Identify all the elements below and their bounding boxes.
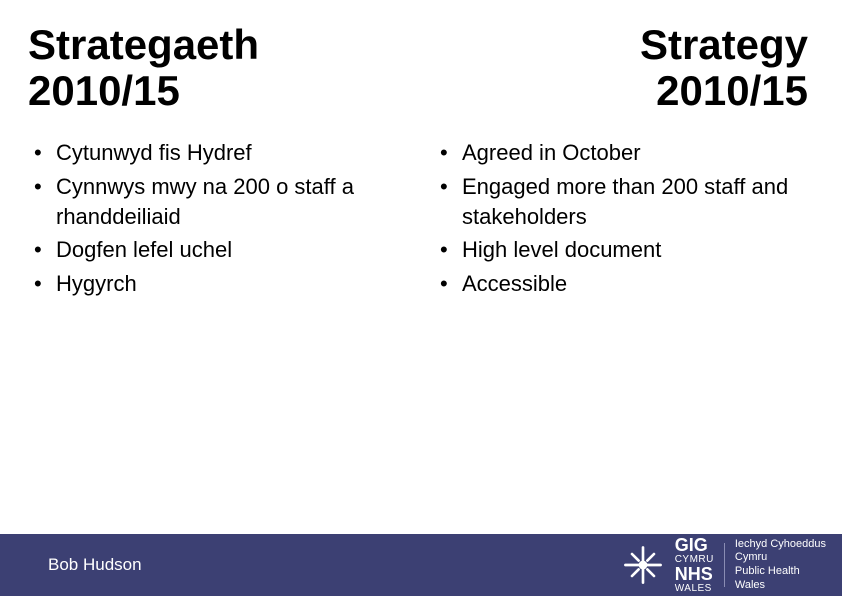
list-item-text: Dogfen lefel uchel [56,237,232,262]
title-english: Strategy 2010/15 [434,22,812,114]
list-item-text: Accessible [462,271,567,296]
list-item: Dogfen lefel uchel [28,235,406,265]
list-item: High level document [434,235,812,265]
presenter-name: Bob Hudson [48,555,142,575]
logo-text: GIG CYMRU NHS WALES Iechyd Cyhoeddus Cym… [675,536,826,595]
list-item-text: Hygyrch [56,271,137,296]
bullets-welsh: Cytunwyd fis Hydref Cynnwys mwy na 200 o… [28,138,406,298]
list-item-text: Cynnwys mwy na 200 o staff a rhanddeilia… [56,174,354,229]
logo-line3: Public Health [735,565,826,579]
left-column: Strategaeth 2010/15 Cytunwyd fis Hydref … [28,22,416,303]
right-column: Strategy 2010/15 Agreed in October Engag… [416,22,822,303]
slide: Strategaeth 2010/15 Cytunwyd fis Hydref … [0,0,842,596]
logo-line2: Cymru [735,551,826,565]
logo-divider [724,543,725,587]
logo-gig: GIG [675,536,714,555]
list-item: Cynnwys mwy na 200 o staff a rhanddeilia… [28,172,406,231]
title-welsh-line1: Strategaeth [28,21,259,68]
list-item: Hygyrch [28,269,406,299]
title-welsh: Strategaeth 2010/15 [28,22,406,114]
logo-nhs: NHS [675,565,714,584]
logo-wales: WALES [675,584,714,595]
list-item: Agreed in October [434,138,812,168]
nhs-wales-logo: GIG CYMRU NHS WALES Iechyd Cyhoeddus Cym… [621,534,826,596]
title-english-line1: Strategy [640,21,808,68]
list-item: Accessible [434,269,812,299]
logo-text-col1: GIG CYMRU NHS WALES [675,536,714,595]
title-english-line2: 2010/15 [656,67,808,114]
list-item: Cytunwyd fis Hydref [28,138,406,168]
logo-text-col2: Iechyd Cyhoeddus Cymru Public Health Wal… [735,538,826,593]
list-item: Engaged more than 200 staff and stakehol… [434,172,812,231]
list-item-text: Engaged more than 200 staff and stakehol… [462,174,788,229]
list-item-text: High level document [462,237,661,262]
content-columns: Strategaeth 2010/15 Cytunwyd fis Hydref … [0,0,842,303]
nhs-logo-icon [621,543,665,587]
logo-line4: Wales [735,579,826,593]
footer-bar: Bob Hudson GIG CYMRU NHS WALES Iechy [0,534,842,596]
list-item-text: Cytunwyd fis Hydref [56,140,252,165]
list-item-text: Agreed in October [462,140,641,165]
title-welsh-line2: 2010/15 [28,67,180,114]
logo-line1: Iechyd Cyhoeddus [735,538,826,552]
bullets-english: Agreed in October Engaged more than 200 … [434,138,812,298]
